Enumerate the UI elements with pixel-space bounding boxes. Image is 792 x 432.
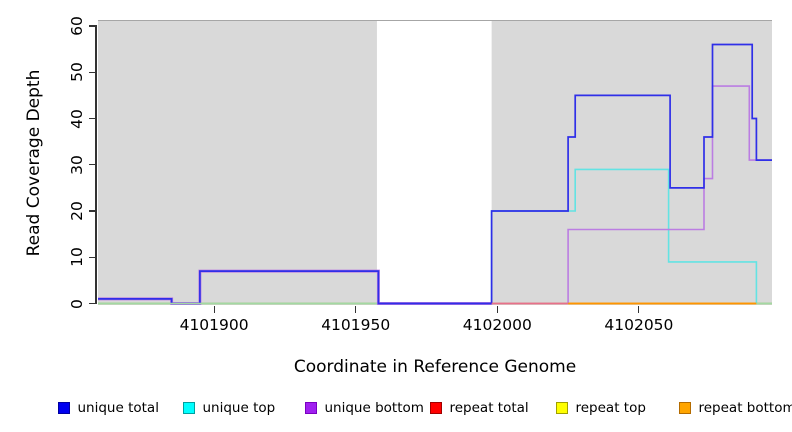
y-axis-tick: [89, 210, 96, 212]
y-tick-label: 30: [68, 154, 86, 175]
legend-label: repeat total: [449, 400, 529, 416]
x-tick-label: 4102000: [462, 316, 532, 334]
x-tick-label: 4101900: [179, 316, 249, 334]
legend-item-unique-bottom: unique bottom: [305, 400, 424, 416]
legend-item-unique-top: unique top: [183, 400, 275, 416]
x-tick-label: 4102050: [604, 316, 674, 334]
y-axis-tick: [89, 117, 96, 120]
legend-label: unique bottom: [324, 400, 424, 416]
legend-label: unique total: [77, 400, 159, 416]
y-tick-label: 40: [68, 108, 86, 129]
plot-top-border: [98, 19, 772, 22]
legend-label: unique top: [202, 400, 276, 416]
legend-item-repeat-top: repeat top: [556, 400, 646, 416]
y-axis-tick: [89, 25, 96, 27]
repeat-top-swatch-icon: [556, 402, 568, 414]
repeat-total-swatch-icon: [430, 402, 442, 414]
legend-label: repeat bottom: [698, 400, 792, 416]
y-axis-tick: [89, 302, 96, 305]
x-axis-tick: [213, 306, 215, 313]
x-axis-tick: [355, 306, 357, 313]
legend-item-repeat-total: repeat total: [430, 400, 529, 416]
white-masked-region: [376, 21, 492, 305]
repeat-bottom-swatch-icon: [679, 402, 691, 414]
x-axis-title: Coordinate in Reference Genome: [293, 357, 577, 377]
y-axis-line: [95, 24, 97, 304]
legend-item-unique-total: unique total: [58, 400, 159, 416]
unique-bottom-swatch-icon: [305, 402, 317, 414]
y-axis-tick: [89, 256, 96, 258]
y-tick-label: 60: [68, 16, 86, 36]
unique-top-swatch-icon: [183, 402, 195, 414]
legend-item-repeat-bottom: repeat bottom: [679, 400, 792, 416]
y-axis-tick: [89, 71, 96, 73]
y-axis-title: Read Coverage Depth: [24, 69, 44, 257]
unique-total-swatch-icon: [58, 402, 70, 414]
x-tick-label: 4101950: [321, 316, 391, 334]
y-tick-label: 10: [68, 247, 86, 268]
legend-label: repeat top: [575, 400, 646, 416]
y-tick-label: 20: [68, 201, 86, 221]
coverage-step-lines: [98, 21, 772, 305]
x-axis-tick: [496, 306, 498, 313]
series-line-unique-total: [98, 43, 772, 305]
y-tick-label: 0: [68, 298, 86, 309]
x-axis-tick: [638, 306, 640, 313]
y-axis-tick: [89, 164, 96, 166]
y-tick-label: 50: [68, 62, 86, 83]
